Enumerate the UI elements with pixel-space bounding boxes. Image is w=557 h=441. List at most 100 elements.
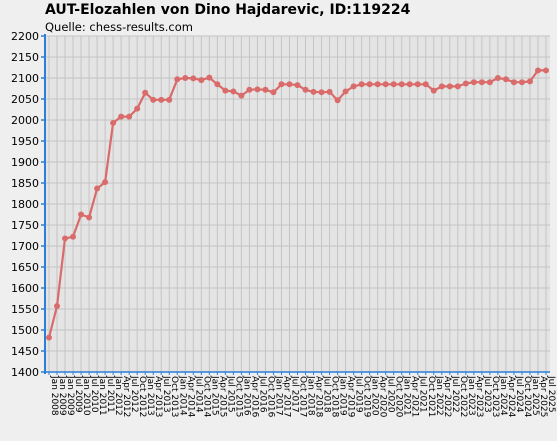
x-tick-label: Jul 2023 (482, 375, 492, 413)
x-tick-label: Oct 2022 (458, 376, 468, 417)
data-point (270, 89, 277, 96)
x-tick-label: Jul 2020 (386, 375, 396, 413)
x-tick-label: Oct 2013 (169, 376, 179, 417)
chart-title: AUT-Elozahlen von Dino Hajdarevic, ID:11… (45, 2, 411, 18)
x-tick-label: Jan 2009 (65, 375, 75, 416)
x-tick-label: Jul 2014 (193, 375, 203, 413)
data-point (382, 81, 389, 88)
data-point (302, 86, 309, 93)
data-point (510, 79, 517, 86)
x-tick-label: Oct 2012 (137, 376, 147, 417)
x-tick-label: Oct 2021 (426, 376, 436, 417)
x-tick-label: Apr 2022 (442, 376, 452, 417)
data-point (214, 81, 221, 88)
x-tick-label: Jan 2017 (273, 375, 283, 416)
data-point (446, 83, 453, 90)
x-tick-label: Jan 2009 (57, 375, 67, 416)
data-point (262, 86, 269, 93)
data-point (110, 119, 117, 126)
x-tick-label: Oct 2020 (394, 376, 404, 418)
x-tick-label: Jul 2018 (322, 375, 332, 413)
x-tick-label: Jan 2012 (113, 375, 123, 416)
y-tick-label: 2050 (11, 93, 39, 106)
x-tick-label: Jul 2012 (129, 375, 139, 413)
data-point (310, 88, 317, 95)
data-point (118, 113, 125, 120)
data-point (470, 79, 477, 86)
y-tick-label: 1700 (11, 240, 39, 253)
data-point (158, 96, 165, 103)
x-tick-label: Apr 2025 (538, 376, 548, 417)
data-point (318, 89, 325, 96)
data-point (102, 179, 109, 186)
x-tick-label: Apr 2013 (153, 376, 163, 417)
x-tick-label: Oct 2016 (265, 376, 275, 418)
x-tick-label: Jan 2019 (338, 375, 348, 416)
x-tick-label: Apr 2017 (281, 376, 291, 417)
y-tick-label: 1400 (11, 366, 39, 379)
data-point (326, 88, 333, 95)
x-tick-label: Oct 2017 (298, 376, 308, 417)
x-tick-label: Apr 2016 (249, 376, 259, 418)
data-point (478, 79, 485, 86)
data-point (238, 92, 245, 99)
x-tick-label: Jan 2010 (81, 375, 91, 416)
data-point (206, 74, 213, 81)
data-point (430, 87, 437, 94)
data-point (254, 86, 261, 93)
x-tick-label: Jul 2013 (161, 375, 171, 413)
chart-subtitle: Quelle: chess-results.com (45, 20, 193, 34)
data-point (134, 105, 141, 112)
x-tick-label: Oct 2018 (330, 376, 340, 418)
data-point (350, 83, 357, 90)
series-elo (46, 67, 549, 341)
x-tick-label: Apr 2012 (121, 376, 131, 417)
data-point (150, 96, 157, 103)
x-tick-label: Oct 2024 (522, 376, 532, 418)
y-tick-label: 1800 (11, 198, 39, 211)
data-point (126, 113, 133, 120)
data-point (334, 97, 341, 104)
y-tick-label: 2150 (11, 51, 39, 64)
data-point (46, 334, 52, 341)
x-tick-label: Jul 2025 (546, 375, 556, 413)
data-point (190, 75, 197, 82)
data-point (94, 185, 101, 192)
x-tick-label: Apr 2015 (217, 376, 227, 417)
data-point (182, 75, 189, 81)
data-point (543, 67, 549, 74)
x-tick-label: Jul 2009 (73, 375, 83, 413)
x-tick-label: Jan 2011 (97, 375, 107, 416)
data-point (526, 78, 533, 85)
data-point (166, 96, 173, 103)
x-tick-label: Jan 2013 (145, 375, 155, 416)
x-tick-label: Oct 2015 (233, 376, 243, 417)
y-tick-labels: 1400 1450 1500 1550 1600 1650 1700 1750 1800 1850… (11, 30, 39, 379)
x-tick-label: Jan 2023 (466, 375, 476, 416)
data-point (294, 82, 301, 89)
data-point (406, 81, 413, 88)
axes (41, 34, 550, 375)
data-point (366, 81, 373, 88)
y-tick-label: 1900 (11, 156, 39, 169)
data-point (398, 81, 405, 88)
x-tick-label: Jan 2014 (177, 375, 187, 416)
x-tick-label: Jul 2015 (225, 375, 235, 413)
x-tick-label: Jan 2016 (241, 375, 251, 416)
y-tick-label: 1500 (11, 324, 39, 337)
y-tick-label: 1850 (11, 177, 39, 190)
data-point (198, 77, 205, 84)
x-tick-label: Jan 2018 (306, 375, 316, 416)
data-point (454, 83, 461, 90)
data-point (230, 88, 237, 95)
data-point (246, 86, 253, 93)
x-tick-label: Apr 2020 (378, 376, 388, 418)
data-point (342, 88, 349, 95)
data-point (142, 89, 149, 96)
data-point (86, 214, 93, 221)
x-tick-label: Apr 2021 (410, 376, 420, 417)
y-tick-label: 2200 (11, 30, 39, 43)
x-tick-label: Jul 2017 (289, 375, 299, 413)
